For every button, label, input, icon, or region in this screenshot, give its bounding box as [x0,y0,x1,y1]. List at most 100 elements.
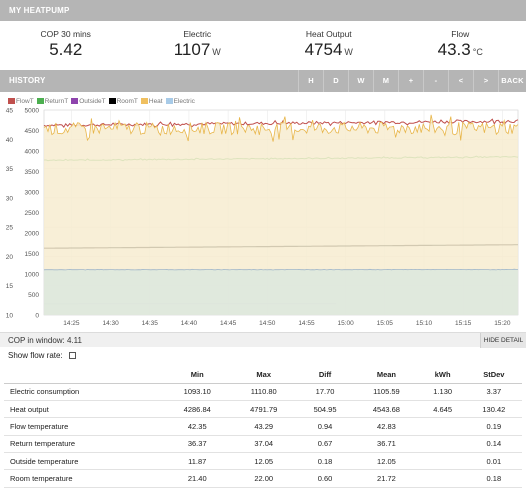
stat-value: 4754 W [263,40,395,60]
legend-item-outsidet[interactable]: OutsideT [71,96,106,106]
y-left-tick-label: 20 [6,254,14,261]
stat-cop-30-mins: COP 30 mins 5.42 [0,22,132,64]
legend-swatch [165,98,173,104]
row-label: Outside temperature [4,452,164,471]
stat-number: 43.3 [437,40,471,59]
legend-item-electric[interactable]: Electric [165,96,195,106]
stats-header-min: Min [164,366,231,384]
flow-rate-checkbox[interactable] [68,352,76,359]
history-button-minus[interactable]: - [423,70,448,92]
legend-label: FlowT [16,97,34,105]
y-left-tick-label: 35 [6,166,14,173]
y-right-tick-label: 500 [28,292,39,299]
cop-value: 4.11 [67,336,82,345]
history-chart[interactable]: 10 15 20 25 30 35 40 45 0 500 1000 1500 2000 2500 3000… [0,105,526,333]
flow-rate-toggle: Show flow rate: [8,351,76,360]
table-row: Flow temperature 42.35 43.29 0.94 42.83 0.19 [4,417,522,436]
cop-in-window: COP in window: 4.11 [8,336,82,345]
series-area-electric [44,269,518,315]
table-row: Electric consumption 1093.10 1110.80 17.70 1… [4,383,522,401]
x-tick-label: 15:00 [337,320,354,327]
table-cell: 0.18 [296,452,354,471]
table-cell [419,452,466,471]
table-cell: 0.94 [296,417,354,436]
summary-panel: COP 30 mins 5.42 Electric 1107 W Heat Output 4… [0,22,526,64]
y-right-tick-label: 4000 [25,149,40,156]
table-cell [419,417,466,436]
history-button-h[interactable]: H [298,70,323,92]
y-left-tick-label: 15 [6,283,14,290]
table-cell: 1110.80 [230,383,297,401]
stats-header-stdev: StDev [465,366,522,384]
history-button-d[interactable]: D [323,70,348,92]
table-cell: 1105.59 [353,383,420,401]
row-label: Flow temperature [4,417,164,436]
stats-header-mean: Mean [353,366,420,384]
hide-detail-button[interactable]: HIDE DETAIL [480,333,526,348]
table-cell: 43.29 [230,417,297,436]
y-right-tick-label: 1000 [25,272,40,279]
legend-label: Electric [173,97,195,105]
y-left-tick-label: 45 [6,108,14,115]
stats-header-diff: Diff [296,366,354,384]
table-cell: 12.05 [230,452,297,471]
table-cell: 11.87 [164,452,231,471]
table-cell: 4.645 [419,400,466,419]
legend-label: ReturnT [44,97,69,105]
table-cell: 36.71 [353,435,420,454]
x-tick-label: 14:40 [181,320,198,327]
table-cell: 0.18 [465,469,522,488]
series-line-electric [43,268,519,271]
x-tick-label: 14:35 [142,320,159,327]
table-cell: 21.40 [164,469,231,488]
legend-item-roomt[interactable]: RoomT [108,96,138,106]
page-title: MY HEATPUMP [9,6,70,15]
legend-swatch [108,98,116,104]
history-controls: H D W M + - < > BACK [298,70,526,92]
legend-swatch [140,98,148,104]
x-tick-label: 14:30 [102,320,119,327]
table-cell: 4286.84 [164,400,231,419]
x-tick-label: 15:20 [494,320,511,327]
history-bar: HISTORY H D W M + - < > BACK [0,70,526,92]
table-cell: 0.01 [465,452,522,471]
stat-label: COP 30 mins [40,29,91,39]
table-cell: 0.67 [296,435,354,454]
table-cell: 130.42 [465,400,522,419]
series-line-heat [43,114,519,142]
table-cell: 21.72 [353,469,420,488]
stat-label: Heat Output [305,29,352,39]
table-row: Outside temperature 11.87 12.05 0.18 12.05 0.… [4,452,522,471]
y-right-tick-label: 3000 [25,190,40,197]
cop-label: COP in window: [8,336,65,345]
y-left-tick-label: 40 [6,137,14,144]
series-area-heat [44,114,518,315]
stat-number: 4754 [304,40,343,59]
table-cell [419,435,466,454]
history-button-prev[interactable]: < [448,70,473,92]
legend-item-returnt[interactable]: ReturnT [36,96,69,106]
stats-header-max: Max [230,366,297,384]
legend-item-heat[interactable]: Heat [140,96,163,106]
table-cell [419,469,466,488]
stats-table: Min Max Diff Mean kWh StDev Electric consumpt… [4,366,522,488]
table-cell: 36.37 [164,435,231,454]
legend-item-flowt[interactable]: FlowT [8,96,34,106]
stat-heat-output: Heat Output 4754 W [263,22,395,64]
history-button-back[interactable]: BACK [498,70,526,92]
table-cell: 1093.10 [164,383,231,401]
table-cell: 4791.79 [230,400,297,419]
table-row: Return temperature 36.37 37.04 0.67 36.71 0.1… [4,435,522,454]
stats-header-kwh: kWh [419,366,466,384]
y-right-tick-label: 2000 [25,231,40,238]
row-label: Heat output [4,400,164,419]
history-title: HISTORY [9,76,46,85]
history-button-next[interactable]: > [473,70,498,92]
history-button-m[interactable]: M [373,70,398,92]
history-button-plus[interactable]: + [398,70,423,92]
y-left-tick-label: 25 [6,225,14,232]
history-button-w[interactable]: W [348,70,373,92]
legend-swatch [36,98,44,104]
stat-unit: W [344,47,353,57]
header-bar: MY HEATPUMP [0,0,526,21]
